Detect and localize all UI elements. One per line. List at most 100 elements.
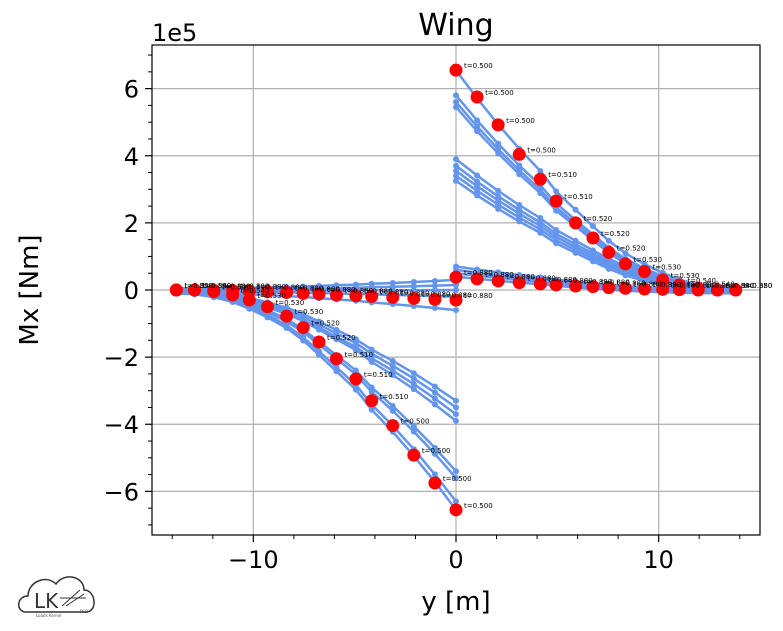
blue-series-point [453,411,459,418]
red-marker [242,293,256,307]
blue-series-point [453,104,459,111]
point-label: t=0.520 [584,215,613,223]
red-marker [312,335,326,349]
red-marker [280,309,294,323]
red-marker [386,419,400,433]
y-tick-label: −4 [104,411,139,439]
blue-series-point [453,99,459,106]
red-marker [365,394,379,408]
red-marker [512,276,526,290]
point-label: t=0.520 [311,320,340,328]
point-label: t=0.880 [744,282,773,290]
blue-series-point [495,193,502,200]
blue-series-line [455,265,736,292]
blue-series-point [622,250,629,257]
red-marker [296,286,310,300]
blue-series-point [453,162,459,169]
blue-series-point [553,240,560,247]
point-label: t=0.520 [617,244,646,252]
blue-series-point [516,171,523,178]
blue-series-point [368,388,375,395]
point-label: t=0.880 [564,277,593,285]
blue-series-point [431,395,438,402]
blue-series-point [641,277,648,284]
point-label: t=0.880 [527,275,556,283]
point-label: t=0.530 [257,292,286,300]
point-label: t=0.880 [295,284,324,292]
red-marker [169,283,183,297]
blue-series-point [368,346,375,353]
red-marker [691,283,705,297]
red-marker [261,285,275,299]
point-label: t=0.880 [184,282,213,290]
blue-series-point [537,190,544,197]
point-label: t=0.500 [401,418,430,426]
blue-series-point [590,223,597,230]
logo-sub-text: DLR [80,609,88,614]
blue-series-point [431,444,438,451]
red-marker [449,293,463,307]
blue-series-point [333,336,340,343]
blue-series-line [176,290,457,298]
blue-series-point [246,305,253,312]
point-label: t=0.540 [241,287,270,295]
point-label: t=0.880 [548,276,577,284]
blue-series-point [453,156,459,163]
y-offset-text: 1e5 [152,19,197,47]
point-label: t=0.550 [184,282,213,290]
red-marker [226,288,240,302]
blue-series-point [410,386,417,393]
point-label: t=0.510 [364,371,393,379]
blue-series-point [410,423,417,430]
blue-series-line [455,164,736,290]
tick-layer: −10 0 10 −6 −4 −2 0 2 4 6 [104,54,741,574]
blue-series-point [333,368,340,375]
point-label: t=0.880 [311,285,340,293]
blue-series-point [474,187,481,194]
blue-series-point [431,287,438,294]
point-label: t=0.510 [548,171,577,179]
x-tick-label: −10 [228,546,279,574]
point-label: t=0.880 [222,282,251,290]
red-marker [586,231,600,245]
blue-series-point [389,402,396,409]
red-marker [207,285,221,299]
point-label: t=0.500 [422,447,451,455]
red-marker [407,291,421,305]
red-marker [470,90,484,104]
lk-logo: LK Loads Kernel DLR [18,576,95,618]
y-axis-label: Mx [Nm] [15,234,45,345]
blue-series-line [455,271,736,293]
point-label: t=0.530 [671,272,700,280]
blue-series-point [572,206,579,213]
point-label: t=0.880 [241,283,270,291]
red-marker [312,287,326,301]
blue-series-point [453,167,459,174]
blue-series-point [495,205,502,212]
blue-series-point [389,407,396,414]
blue-series-point [431,471,438,478]
x-tick-label: 10 [643,546,674,574]
blue-series-point [352,386,359,393]
point-label: t=0.880 [725,282,754,290]
point-label: t=0.540 [687,277,716,285]
point-label: t=0.500 [527,146,556,154]
red-marker [407,448,421,462]
blue-series-point [453,498,459,505]
point-label: t=0.500 [464,502,493,510]
blue-series-point [516,202,523,209]
point-label: t=0.500 [464,62,493,70]
red-marker [602,245,616,259]
point-label: t=0.500 [506,117,535,125]
red-marker [242,284,256,298]
blue-series-line [455,275,736,295]
point-label: t=0.880 [464,292,493,300]
red-marker [637,265,651,279]
blue-series-point [590,258,597,265]
point-label: t=0.880 [633,280,662,288]
point-label: t=0.510 [380,393,409,401]
blue-series-point [410,381,417,388]
y-tick-label: 4 [124,143,139,171]
y-tick-label: −6 [104,478,139,506]
